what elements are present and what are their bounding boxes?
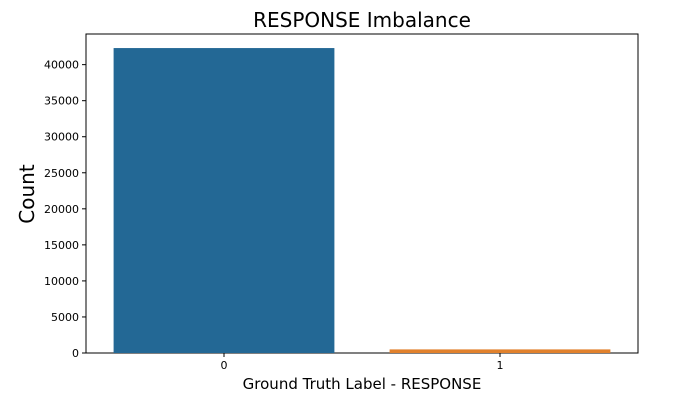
y-tick-label-35000: 35000 bbox=[44, 95, 79, 108]
bars-group bbox=[113, 48, 611, 354]
y-tick-label-30000: 30000 bbox=[44, 131, 79, 144]
y-tick-label-20000: 20000 bbox=[44, 203, 79, 216]
y-tick-label-40000: 40000 bbox=[44, 59, 79, 72]
bar-1 bbox=[389, 349, 611, 353]
y-tick-label-15000: 15000 bbox=[44, 239, 79, 252]
y-tick-label-5000: 5000 bbox=[51, 311, 79, 324]
x-tick-label-0: 0 bbox=[221, 359, 228, 372]
y-axis-label: Count bbox=[15, 164, 39, 224]
chart-title: RESPONSE Imbalance bbox=[253, 8, 471, 32]
y-tick-label-25000: 25000 bbox=[44, 167, 79, 180]
x-tick-label-1: 1 bbox=[497, 359, 504, 372]
y-ticks-group: 0 5000 10000 15000 20000 25000 30000 35000 40000 bbox=[44, 59, 86, 360]
plot-area bbox=[85, 33, 639, 354]
x-axis-label: Ground Truth Label - RESPONSE bbox=[243, 375, 482, 393]
y-tick-label-10000: 10000 bbox=[44, 275, 79, 288]
y-tick-label-0: 0 bbox=[72, 347, 79, 360]
bar-0 bbox=[113, 48, 335, 354]
